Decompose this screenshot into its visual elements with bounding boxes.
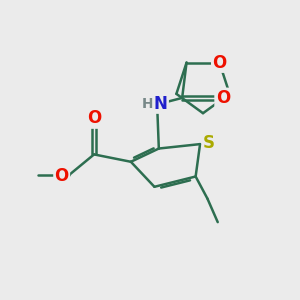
Text: O: O [87,110,101,128]
Text: O: O [55,167,69,185]
Text: S: S [203,134,215,152]
Text: O: O [216,89,230,107]
Text: O: O [212,54,226,72]
Text: N: N [154,94,168,112]
Text: H: H [142,97,154,110]
